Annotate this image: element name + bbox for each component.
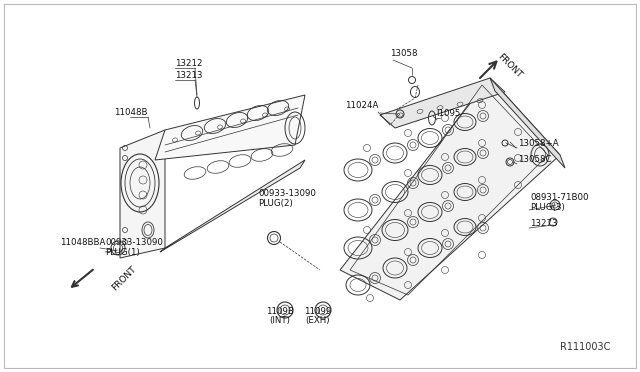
Text: I1095: I1095	[436, 109, 460, 118]
Text: 1109B: 1109B	[266, 307, 294, 316]
Text: PLUG(2): PLUG(2)	[258, 199, 292, 208]
Polygon shape	[160, 160, 305, 252]
Polygon shape	[380, 78, 505, 128]
Text: PLUG(1): PLUG(1)	[105, 248, 140, 257]
Polygon shape	[120, 130, 165, 258]
Text: 00933-13090: 00933-13090	[258, 189, 316, 198]
Text: 13273: 13273	[530, 219, 557, 228]
Text: 13058C: 13058C	[518, 155, 552, 164]
Text: FRONT: FRONT	[110, 264, 138, 292]
Text: 11024A: 11024A	[344, 101, 378, 110]
Text: 13058: 13058	[390, 49, 417, 58]
Text: 08931-71B00: 08931-71B00	[530, 193, 589, 202]
Text: 13213: 13213	[175, 71, 202, 80]
Polygon shape	[490, 78, 565, 168]
Text: 13212: 13212	[175, 59, 202, 68]
Text: 00933-13090: 00933-13090	[105, 238, 163, 247]
Polygon shape	[155, 95, 305, 160]
Text: R111003C: R111003C	[559, 342, 610, 352]
Text: (INT): (INT)	[269, 316, 291, 325]
Text: FRONT: FRONT	[496, 52, 524, 80]
Text: 13058+A: 13058+A	[518, 139, 559, 148]
Text: PLUG(3): PLUG(3)	[530, 203, 564, 212]
Text: 11048B: 11048B	[115, 108, 148, 117]
Text: 11048BBA: 11048BBA	[60, 238, 106, 247]
Text: (EXH): (EXH)	[306, 316, 330, 325]
Polygon shape	[340, 78, 560, 300]
Text: 11099: 11099	[305, 307, 332, 316]
